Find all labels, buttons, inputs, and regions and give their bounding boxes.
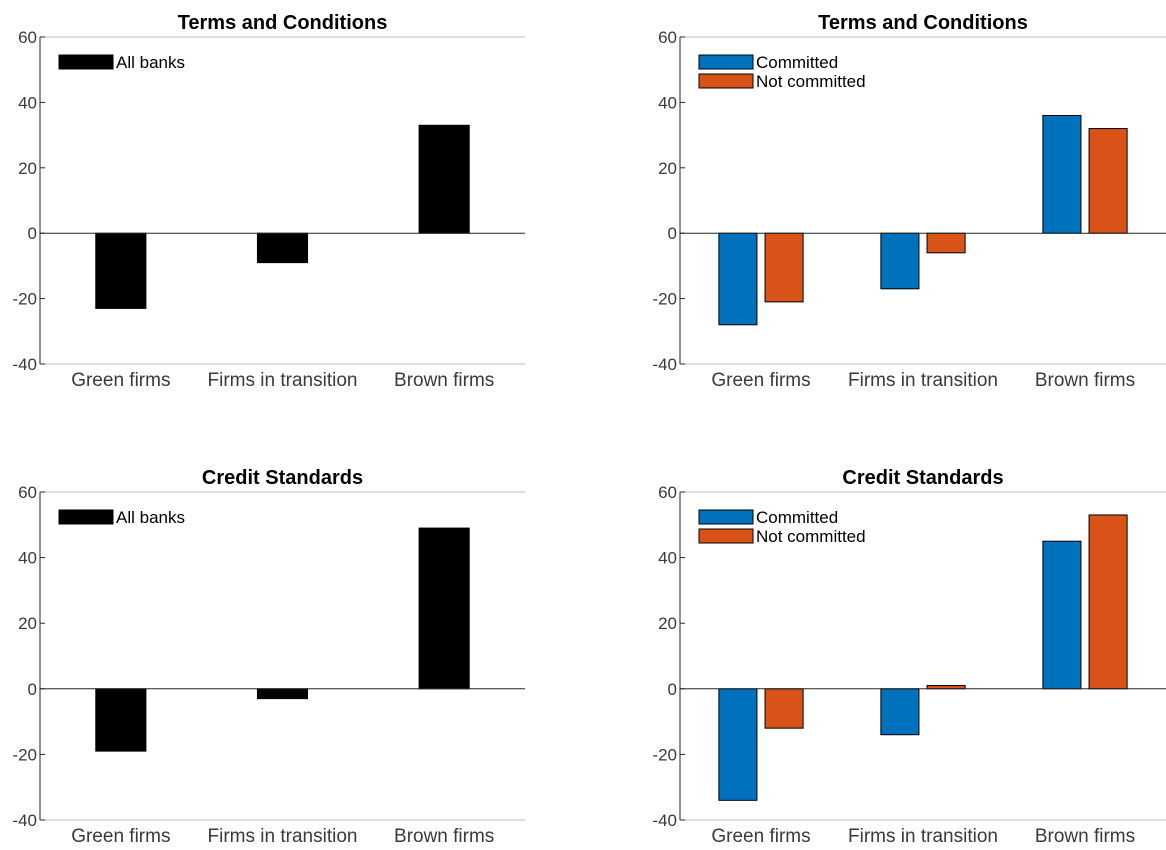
chart-title: Credit Standards xyxy=(842,467,1003,489)
x-tick-label: Brown firms xyxy=(1035,370,1135,391)
chart-title: Terms and Conditions xyxy=(818,12,1028,34)
x-tick-label: Brown firms xyxy=(394,826,494,845)
y-tick-label: 20 xyxy=(18,614,37,633)
legend-label: Committed xyxy=(756,508,838,527)
x-tick-label: Firms in transition xyxy=(848,826,998,845)
y-tick-label: -20 xyxy=(12,745,37,764)
y-tick-label: -40 xyxy=(12,811,37,830)
bar-not-committed-brown-firms xyxy=(1088,128,1128,234)
y-tick-label: -20 xyxy=(652,745,677,764)
legend-swatch xyxy=(698,54,754,70)
y-tick-label: -40 xyxy=(652,355,677,374)
x-tick-label: Green firms xyxy=(71,826,170,845)
bar-all-banks-firms-in-transition xyxy=(256,232,309,264)
bar-committed-green-firms xyxy=(718,688,758,801)
chart-panel-1: -40 -20 0 20 40 60 Green firms Firms in transit… xyxy=(12,12,525,391)
y-tick-label: 0 xyxy=(668,224,677,243)
bar-committed-brown-firms xyxy=(1042,114,1082,234)
bar-committed-firms-in-transition xyxy=(880,232,920,290)
chart-panel-4: -40 -20 0 20 40 60 Green firms Firms in transit… xyxy=(652,467,1166,847)
chart-panel-3: -40 -20 0 20 40 60 Green firms Firms in transit… xyxy=(12,467,525,847)
legend-swatch xyxy=(698,73,754,89)
chart-title: Credit Standards xyxy=(202,467,363,489)
y-tick-label: 60 xyxy=(18,28,37,47)
bar-committed-green-firms xyxy=(718,232,758,326)
x-tick-label: Firms in transition xyxy=(848,370,998,391)
y-tick-label: -40 xyxy=(652,811,677,830)
y-tick-label: -40 xyxy=(12,355,37,374)
legend-label: Not committed xyxy=(756,527,866,546)
bar-all-banks-green-firms xyxy=(95,232,147,309)
legend-swatch xyxy=(698,509,754,525)
y-tick-label: 0 xyxy=(28,680,37,699)
x-tick-label: Green firms xyxy=(711,370,810,391)
legend-label: Not committed xyxy=(756,72,866,91)
x-tick-label: Green firms xyxy=(71,370,170,391)
y-tick-label: 0 xyxy=(668,680,677,699)
bar-all-banks-green-firms xyxy=(95,688,147,752)
y-tick-label: 0 xyxy=(28,224,37,243)
bar-not-committed-green-firms xyxy=(764,688,804,729)
legend-swatch xyxy=(58,509,114,525)
x-tick-label: Firms in transition xyxy=(208,370,358,391)
bar-not-committed-brown-firms xyxy=(1088,514,1128,690)
x-tick-label: Firms in transition xyxy=(208,826,358,845)
bar-not-committed-green-firms xyxy=(764,232,804,303)
bar-not-committed-firms-in-transition xyxy=(926,232,966,254)
y-tick-label: 40 xyxy=(658,549,677,568)
y-tick-label: 40 xyxy=(18,93,37,112)
legend-label: All banks xyxy=(116,53,185,72)
x-tick-label: Brown firms xyxy=(1035,826,1135,845)
legend-swatch xyxy=(58,54,114,70)
y-tick-label: -20 xyxy=(652,290,677,309)
legend-label: Committed xyxy=(756,53,838,72)
y-tick-label: 20 xyxy=(658,614,677,633)
y-tick-label: 40 xyxy=(658,93,677,112)
y-tick-label: 40 xyxy=(18,549,37,568)
y-tick-label: 60 xyxy=(658,28,677,47)
chart-panel-2: -40 -20 0 20 40 60 Green firms Firms in transit… xyxy=(652,12,1166,391)
bar-committed-firms-in-transition xyxy=(880,688,920,736)
chart-title: Terms and Conditions xyxy=(178,12,388,34)
y-tick-label: 60 xyxy=(658,483,677,502)
x-tick-label: Green firms xyxy=(711,826,810,845)
y-tick-label: 60 xyxy=(18,483,37,502)
legend-label: All banks xyxy=(116,508,185,527)
bar-all-banks-brown-firms xyxy=(418,527,470,690)
x-tick-label: Brown firms xyxy=(394,370,494,391)
y-tick-label: 20 xyxy=(18,159,37,178)
bar-all-banks-brown-firms xyxy=(418,124,470,234)
legend-swatch xyxy=(698,528,754,544)
bar-committed-brown-firms xyxy=(1042,540,1082,690)
y-tick-label: 20 xyxy=(658,159,677,178)
y-tick-label: -20 xyxy=(12,290,37,309)
bar-all-banks-firms-in-transition xyxy=(256,688,309,700)
